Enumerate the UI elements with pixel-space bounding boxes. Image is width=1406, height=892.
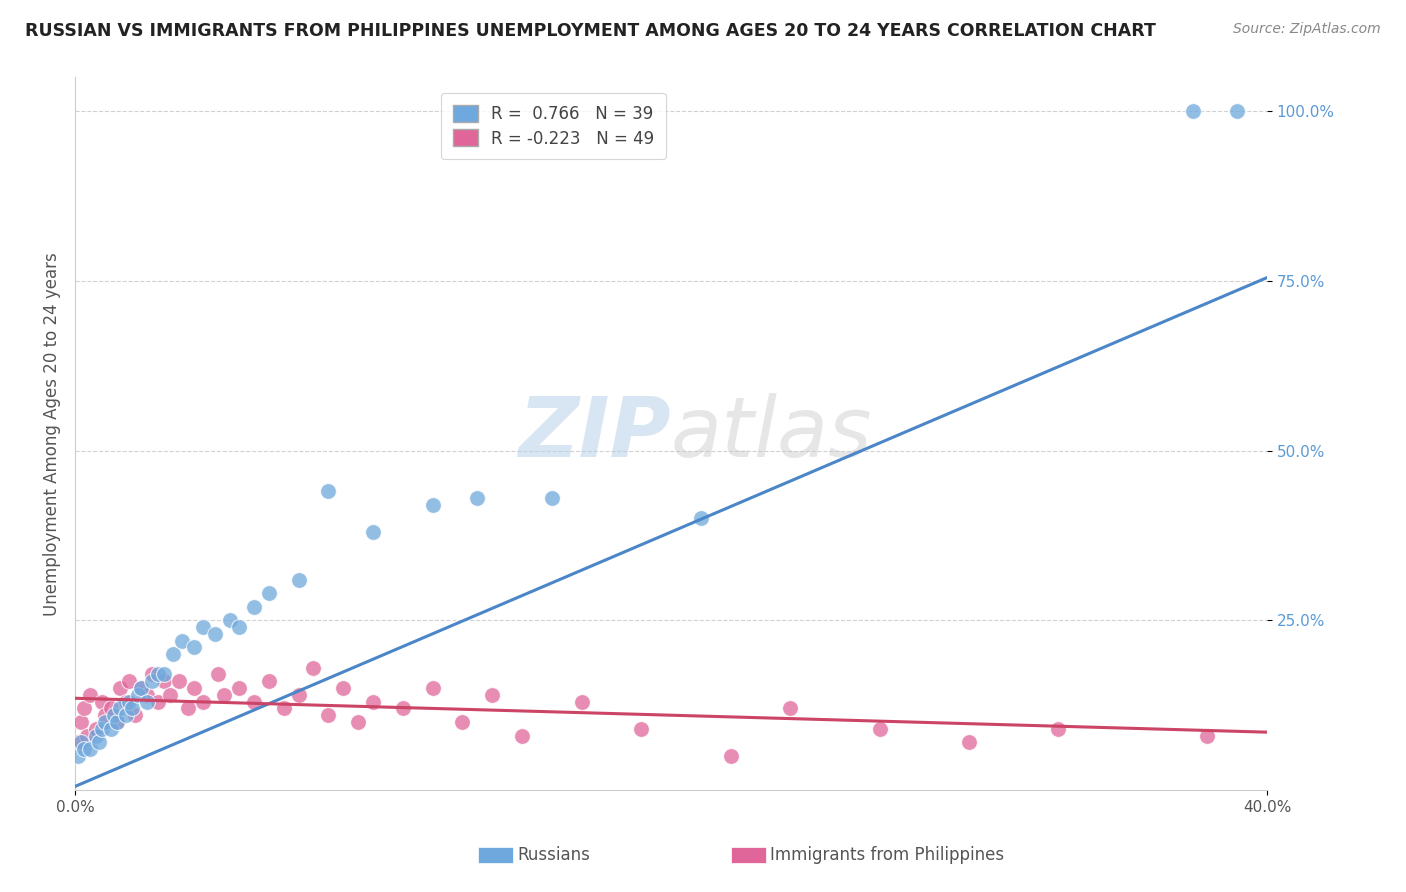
Point — [169, 674, 191, 689]
Point — [127, 688, 149, 702]
Point — [1226, 104, 1249, 119]
Y-axis label: Unemployment Among Ages 20 to 24 years: Unemployment Among Ages 20 to 24 years — [44, 252, 60, 615]
Point — [287, 688, 309, 702]
Point — [779, 701, 801, 715]
Text: Source: ZipAtlas.com: Source: ZipAtlas.com — [1233, 22, 1381, 37]
Point — [273, 701, 295, 715]
Point — [243, 695, 266, 709]
Point — [361, 524, 384, 539]
Point — [135, 688, 157, 702]
Point — [318, 484, 340, 499]
Point — [103, 708, 125, 723]
Point — [84, 722, 107, 736]
Text: Russians: Russians — [517, 847, 591, 864]
Point — [243, 599, 266, 614]
Point — [70, 714, 93, 729]
Point — [114, 708, 136, 723]
Point — [100, 701, 122, 715]
Point — [228, 681, 250, 695]
Point — [153, 667, 176, 681]
Point — [118, 674, 141, 689]
Point — [332, 681, 354, 695]
Point — [869, 722, 891, 736]
Text: atlas: atlas — [671, 393, 873, 475]
Point — [183, 640, 205, 655]
Point — [172, 633, 194, 648]
Point — [191, 620, 214, 634]
Point — [540, 491, 562, 505]
Point — [191, 695, 214, 709]
Point — [105, 714, 128, 729]
Point — [118, 695, 141, 709]
Point — [90, 722, 112, 736]
Point — [957, 735, 980, 749]
Point — [73, 742, 96, 756]
Point — [257, 586, 280, 600]
Point — [129, 681, 152, 695]
Point — [1197, 729, 1219, 743]
Text: RUSSIAN VS IMMIGRANTS FROM PHILIPPINES UNEMPLOYMENT AMONG AGES 20 TO 24 YEARS CO: RUSSIAN VS IMMIGRANTS FROM PHILIPPINES U… — [25, 22, 1156, 40]
Point — [510, 729, 533, 743]
Point — [1181, 104, 1204, 119]
Point — [207, 667, 229, 681]
Point — [114, 695, 136, 709]
Point — [347, 714, 370, 729]
Point — [571, 695, 593, 709]
Point — [212, 688, 235, 702]
Point — [87, 735, 110, 749]
Point — [105, 714, 128, 729]
Point — [257, 674, 280, 689]
Point — [361, 695, 384, 709]
Point — [689, 511, 711, 525]
Point — [100, 722, 122, 736]
Point — [124, 708, 146, 723]
Point — [153, 674, 176, 689]
Point — [162, 647, 184, 661]
Point — [422, 681, 444, 695]
Point — [108, 701, 131, 715]
Point — [70, 735, 93, 749]
Point — [228, 620, 250, 634]
Point — [422, 498, 444, 512]
Point — [318, 708, 340, 723]
Point — [287, 573, 309, 587]
Point — [79, 688, 101, 702]
Text: Immigrants from Philippines: Immigrants from Philippines — [770, 847, 1005, 864]
Point — [481, 688, 503, 702]
Point — [391, 701, 413, 715]
Point — [148, 695, 170, 709]
Point — [121, 701, 143, 715]
Point — [79, 742, 101, 756]
Point — [76, 729, 98, 743]
Point — [1047, 722, 1070, 736]
Point — [66, 735, 89, 749]
Point — [135, 695, 157, 709]
Point — [148, 667, 170, 681]
Point — [141, 667, 163, 681]
Point — [177, 701, 200, 715]
Point — [66, 748, 89, 763]
Point — [90, 695, 112, 709]
Point — [302, 661, 325, 675]
Text: ZIP: ZIP — [519, 393, 671, 475]
Point — [141, 674, 163, 689]
Legend: R =  0.766   N = 39, R = -0.223   N = 49: R = 0.766 N = 39, R = -0.223 N = 49 — [441, 93, 666, 160]
Point — [73, 701, 96, 715]
Point — [94, 708, 117, 723]
Point — [94, 714, 117, 729]
Point — [108, 681, 131, 695]
Point — [630, 722, 652, 736]
Point — [129, 681, 152, 695]
Point — [465, 491, 488, 505]
Point — [84, 729, 107, 743]
Point — [219, 613, 242, 627]
Point — [451, 714, 474, 729]
Point — [204, 627, 226, 641]
Point — [159, 688, 181, 702]
Point — [183, 681, 205, 695]
Point — [720, 748, 742, 763]
